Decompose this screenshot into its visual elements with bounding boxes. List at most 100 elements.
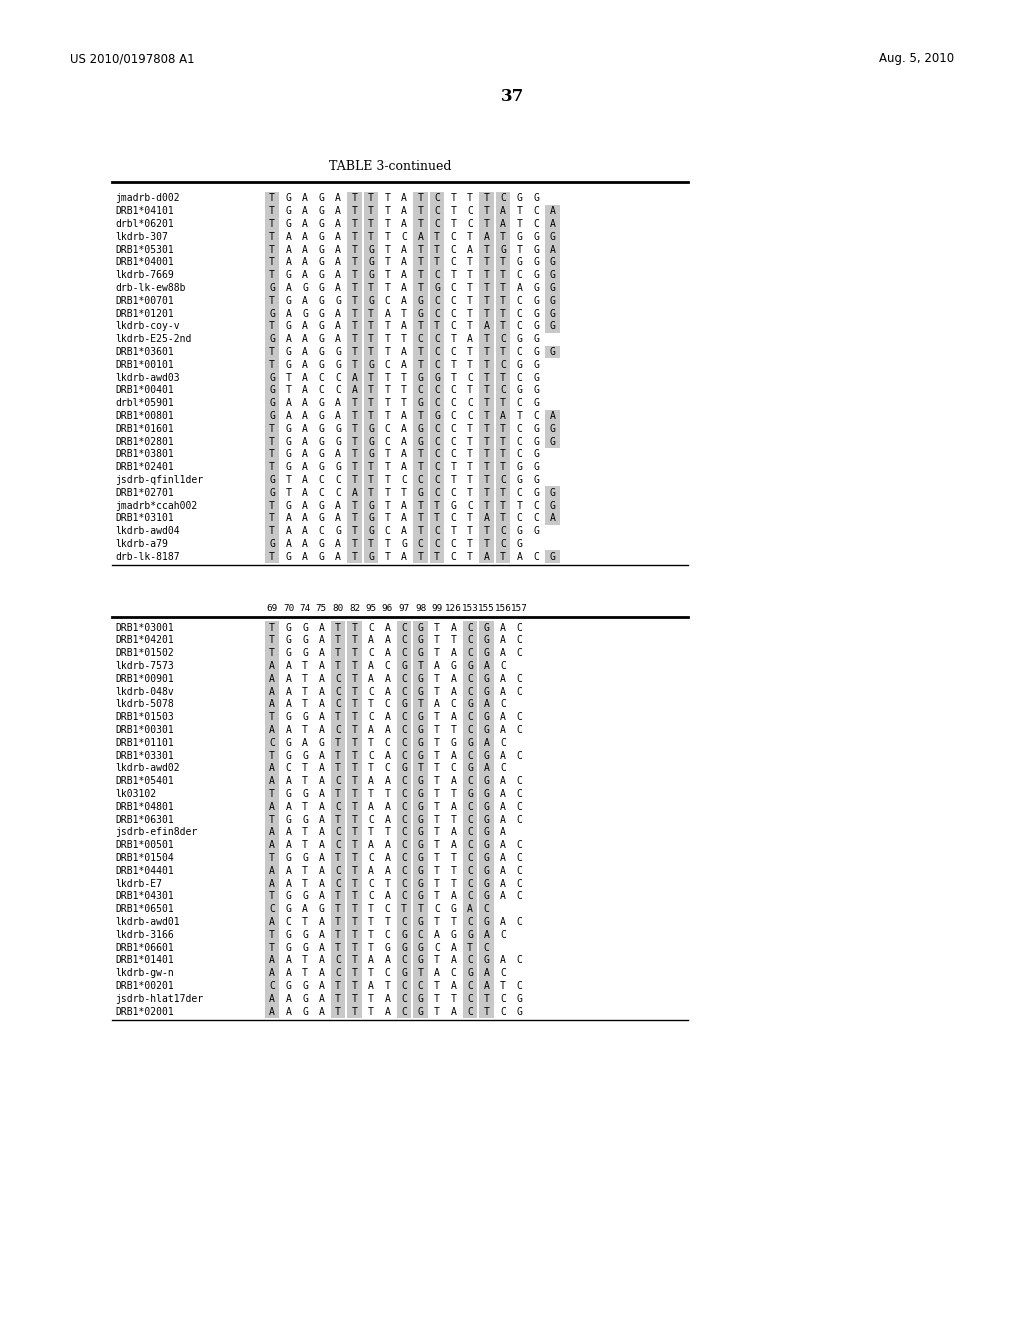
Text: A: A [302, 513, 308, 524]
Bar [496, 422, 510, 436]
Bar [364, 191, 379, 205]
Text: C: C [467, 206, 473, 216]
Text: T: T [351, 623, 357, 632]
Text: 155: 155 [478, 605, 495, 614]
Text: G: G [302, 713, 308, 722]
Text: A: A [302, 500, 308, 511]
Text: T: T [451, 814, 457, 825]
Text: A: A [368, 673, 374, 684]
Text: G: G [483, 891, 489, 902]
Text: T: T [351, 552, 357, 562]
Text: A: A [368, 635, 374, 645]
Text: T: T [351, 539, 357, 549]
Text: G: G [401, 763, 407, 774]
Text: G: G [418, 879, 424, 888]
Bar [413, 486, 428, 499]
Bar [479, 461, 494, 474]
Text: T: T [269, 437, 274, 446]
Bar [364, 474, 379, 486]
Bar [413, 243, 428, 256]
Text: G: G [368, 257, 374, 268]
Text: T: T [483, 360, 489, 370]
Text: A: A [335, 257, 341, 268]
Text: 157: 157 [511, 605, 528, 614]
Text: T: T [385, 385, 390, 396]
Text: G: G [286, 321, 292, 331]
Text: T: T [385, 488, 390, 498]
Bar [413, 826, 428, 838]
Text: C: C [335, 801, 341, 812]
Text: T: T [351, 527, 357, 536]
Text: C: C [368, 853, 374, 863]
Text: A: A [451, 1007, 457, 1016]
Text: C: C [451, 424, 457, 434]
Text: G: G [318, 296, 325, 306]
Text: T: T [368, 1007, 374, 1016]
Text: T: T [500, 399, 506, 408]
Text: 37: 37 [501, 88, 523, 106]
Text: G: G [286, 853, 292, 863]
Text: G: G [483, 776, 489, 787]
Bar [347, 512, 361, 525]
Text: C: C [335, 725, 341, 735]
Text: G: G [516, 360, 522, 370]
Text: A: A [401, 219, 407, 228]
Bar [479, 903, 494, 916]
Text: A: A [286, 399, 292, 408]
Text: C: C [534, 513, 539, 524]
Text: A: A [451, 673, 457, 684]
Bar [413, 672, 428, 685]
Text: T: T [335, 623, 341, 632]
Text: C: C [516, 801, 522, 812]
Text: T: T [434, 725, 440, 735]
Text: T: T [483, 334, 489, 345]
Text: C: C [516, 841, 522, 850]
Bar [364, 256, 379, 269]
Text: T: T [351, 399, 357, 408]
Text: C: C [467, 751, 473, 760]
Text: C: C [451, 763, 457, 774]
Text: T: T [269, 853, 274, 863]
Bar [479, 308, 494, 319]
Text: DRB1*02701: DRB1*02701 [115, 488, 174, 498]
Text: T: T [385, 232, 390, 242]
Text: A: A [269, 956, 274, 965]
Text: G: G [368, 437, 374, 446]
Text: G: G [467, 738, 473, 748]
Bar [347, 409, 361, 422]
Bar [479, 966, 494, 979]
Text: G: G [467, 789, 473, 799]
Text: C: C [451, 411, 457, 421]
Bar [413, 903, 428, 916]
Text: G: G [418, 917, 424, 927]
Text: A: A [483, 968, 489, 978]
Text: C: C [500, 334, 506, 345]
Text: A: A [302, 360, 308, 370]
Text: G: G [335, 527, 341, 536]
Text: G: G [516, 1007, 522, 1016]
Text: C: C [335, 686, 341, 697]
Text: C: C [467, 853, 473, 863]
Text: G: G [269, 385, 274, 396]
Bar [479, 775, 494, 788]
Text: G: G [516, 527, 522, 536]
Text: C: C [318, 475, 325, 484]
Text: T: T [335, 635, 341, 645]
Text: G: G [286, 462, 292, 473]
Text: G: G [286, 929, 292, 940]
Text: G: G [483, 725, 489, 735]
Bar [264, 1006, 280, 1018]
Text: T: T [434, 841, 440, 850]
Text: A: A [401, 347, 407, 356]
Text: T: T [335, 789, 341, 799]
Text: C: C [516, 399, 522, 408]
Bar [430, 269, 444, 281]
Text: T: T [351, 513, 357, 524]
Text: C: C [516, 891, 522, 902]
Text: C: C [335, 956, 341, 965]
Text: jmadrb*ccah002: jmadrb*ccah002 [115, 500, 198, 511]
Text: A: A [467, 334, 473, 345]
Bar [463, 775, 477, 788]
Text: C: C [467, 635, 473, 645]
Text: A: A [318, 801, 325, 812]
